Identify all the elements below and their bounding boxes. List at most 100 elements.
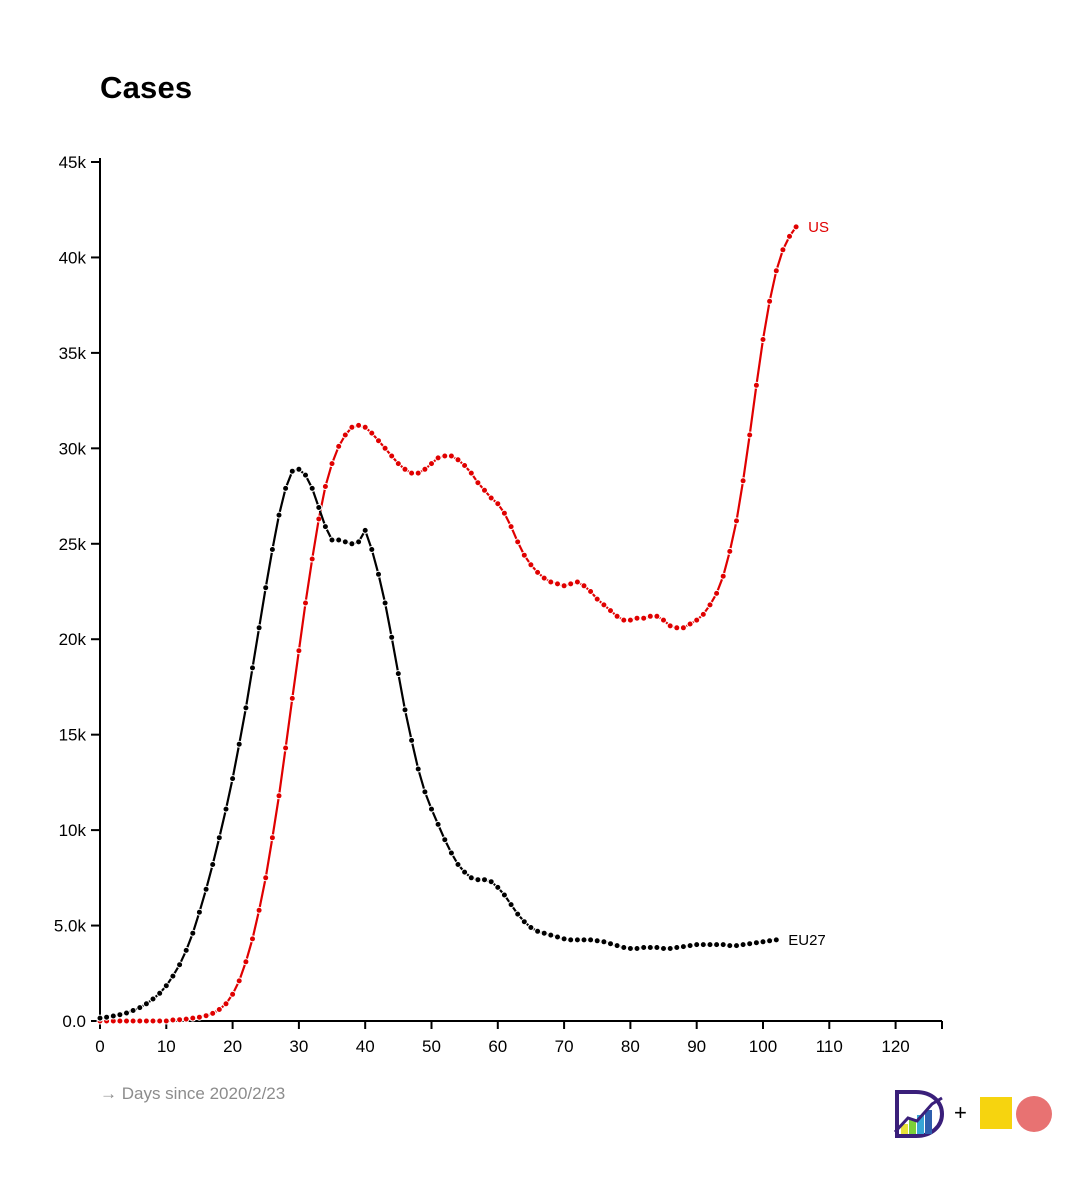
data-point-eu27 bbox=[527, 924, 535, 931]
data-point-eu27 bbox=[441, 836, 449, 844]
data-point-eu27 bbox=[646, 944, 654, 951]
data-point-eu27 bbox=[282, 484, 290, 492]
data-point-eu27 bbox=[600, 938, 608, 946]
data-point-us bbox=[739, 477, 747, 485]
data-point-us bbox=[792, 223, 800, 231]
data-point-eu27 bbox=[461, 868, 469, 876]
data-point-eu27 bbox=[229, 775, 237, 783]
data-point-us bbox=[394, 460, 402, 468]
data-point-eu27 bbox=[103, 1013, 111, 1021]
data-point-eu27 bbox=[620, 944, 628, 951]
x-tick-label: 0 bbox=[95, 1037, 104, 1056]
data-point-us bbox=[123, 1017, 130, 1025]
data-point-eu27 bbox=[355, 538, 363, 546]
data-point-eu27 bbox=[401, 706, 409, 714]
data-point-eu27 bbox=[341, 538, 349, 546]
data-point-us bbox=[229, 990, 237, 998]
data-point-eu27 bbox=[156, 989, 164, 997]
data-point-us bbox=[308, 555, 316, 563]
data-point-eu27 bbox=[308, 484, 316, 492]
data-point-eu27 bbox=[706, 941, 714, 949]
data-point-us bbox=[302, 599, 309, 607]
data-point-us bbox=[328, 460, 336, 468]
data-point-us bbox=[116, 1017, 124, 1025]
x-tick-label: 40 bbox=[356, 1037, 375, 1056]
data-point-eu27 bbox=[507, 901, 515, 909]
data-point-us bbox=[235, 977, 243, 985]
data-point-us bbox=[746, 431, 754, 439]
data-point-eu27 bbox=[547, 931, 555, 939]
data-point-eu27 bbox=[295, 465, 303, 473]
x-axis-caption: → Days since 2020/2/23 bbox=[100, 1084, 286, 1103]
data-point-eu27 bbox=[328, 536, 336, 544]
data-point-eu27 bbox=[361, 526, 369, 534]
data-point-eu27 bbox=[573, 936, 581, 944]
data-point-eu27 bbox=[580, 936, 588, 944]
data-point-us bbox=[375, 437, 382, 445]
data-point-eu27 bbox=[129, 1007, 137, 1014]
data-point-us bbox=[149, 1017, 157, 1025]
data-point-eu27 bbox=[162, 982, 170, 990]
data-point-us bbox=[514, 538, 522, 546]
data-point-eu27 bbox=[520, 918, 528, 926]
data-point-eu27 bbox=[388, 633, 396, 641]
data-point-us bbox=[646, 612, 654, 620]
data-point-us bbox=[182, 1015, 190, 1023]
data-point-us bbox=[507, 523, 515, 531]
data-point-eu27 bbox=[288, 467, 296, 475]
data-point-us bbox=[381, 444, 389, 452]
data-point-us bbox=[573, 578, 581, 586]
data-point-us bbox=[633, 614, 641, 622]
x-tick-label: 80 bbox=[621, 1037, 640, 1056]
data-point-eu27 bbox=[242, 704, 250, 712]
data-point-eu27 bbox=[487, 878, 495, 886]
data-point-eu27 bbox=[202, 885, 210, 893]
data-point-us bbox=[766, 297, 774, 305]
data-point-eu27 bbox=[554, 933, 561, 941]
data-point-us bbox=[554, 580, 561, 588]
data-point-eu27 bbox=[759, 938, 767, 946]
y-tick-label: 30k bbox=[59, 439, 87, 458]
data-point-us bbox=[540, 574, 548, 582]
data-point-eu27 bbox=[719, 941, 727, 949]
data-point-eu27 bbox=[494, 883, 502, 891]
data-point-eu27 bbox=[467, 874, 475, 882]
y-tick-label: 20k bbox=[59, 630, 87, 649]
data-point-eu27 bbox=[653, 944, 661, 951]
data-point-eu27 bbox=[142, 1000, 150, 1008]
data-point-us bbox=[607, 607, 614, 615]
data-point-eu27 bbox=[660, 945, 667, 952]
data-point-eu27 bbox=[394, 670, 402, 678]
data-point-us bbox=[447, 452, 455, 460]
data-point-eu27 bbox=[414, 765, 422, 773]
data-point-eu27 bbox=[255, 624, 263, 632]
data-point-eu27 bbox=[421, 788, 429, 796]
y-tick-label: 45k bbox=[59, 153, 87, 172]
data-point-us bbox=[772, 267, 780, 275]
data-point-us bbox=[713, 589, 721, 597]
data-point-eu27 bbox=[739, 941, 747, 949]
data-point-eu27 bbox=[679, 943, 687, 951]
data-point-us bbox=[414, 469, 422, 477]
data-point-eu27 bbox=[699, 941, 707, 949]
data-point-us bbox=[686, 620, 694, 628]
data-point-us bbox=[162, 1017, 170, 1025]
data-point-eu27 bbox=[500, 891, 508, 899]
data-point-us bbox=[215, 1006, 223, 1013]
data-point-eu27 bbox=[713, 941, 721, 949]
data-point-eu27 bbox=[222, 805, 230, 813]
data-point-us bbox=[534, 568, 542, 576]
data-point-eu27 bbox=[169, 972, 177, 980]
data-point-us bbox=[693, 616, 701, 624]
x-tick-label: 10 bbox=[157, 1037, 176, 1056]
data-point-us bbox=[567, 580, 575, 588]
data-point-us bbox=[759, 336, 767, 343]
data-point-eu27 bbox=[368, 546, 376, 553]
data-point-us bbox=[368, 429, 376, 437]
data-point-us bbox=[222, 1000, 230, 1008]
data-point-us bbox=[560, 582, 568, 590]
data-point-eu27 bbox=[633, 945, 641, 952]
data-point-us bbox=[461, 462, 469, 469]
data-point-us bbox=[295, 647, 303, 655]
